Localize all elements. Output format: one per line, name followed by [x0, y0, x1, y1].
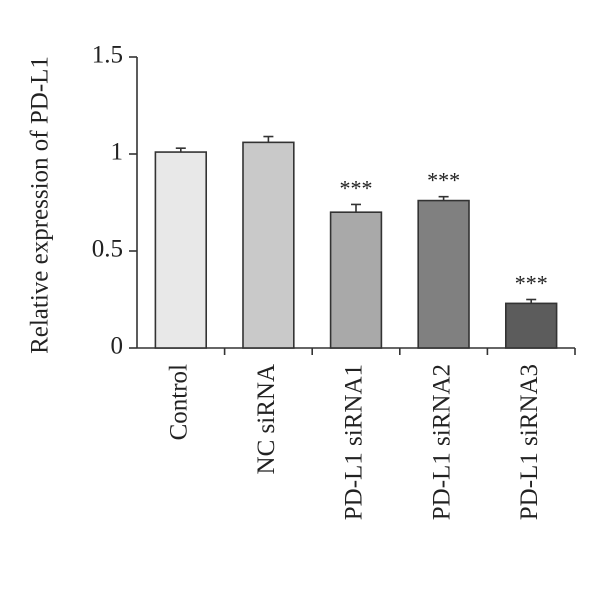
y-tick-label: 0	[111, 333, 124, 360]
bar	[154, 151, 208, 349]
x-tick-label: Control	[166, 364, 193, 440]
y-tick-label: 1	[111, 139, 124, 166]
y-axis-label: Relative expression of PD-L1	[27, 56, 54, 354]
significance-label: ***	[427, 168, 460, 193]
significance-label: ***	[340, 175, 373, 200]
x-tick-label: PD-L1 siRNA2	[428, 364, 455, 520]
bar	[504, 302, 558, 349]
x-tick-label: PD-L1 siRNA1	[341, 364, 368, 520]
y-tick-label: 1.5	[92, 42, 123, 69]
x-tick-label: NC siRNA	[253, 364, 280, 474]
bar	[242, 141, 295, 349]
y-tick-label: 0.5	[92, 236, 123, 263]
bar	[417, 199, 470, 349]
bar	[329, 211, 383, 349]
x-tick-label: PD-L1 siRNA3	[516, 364, 543, 520]
significance-label: ***	[515, 271, 548, 296]
